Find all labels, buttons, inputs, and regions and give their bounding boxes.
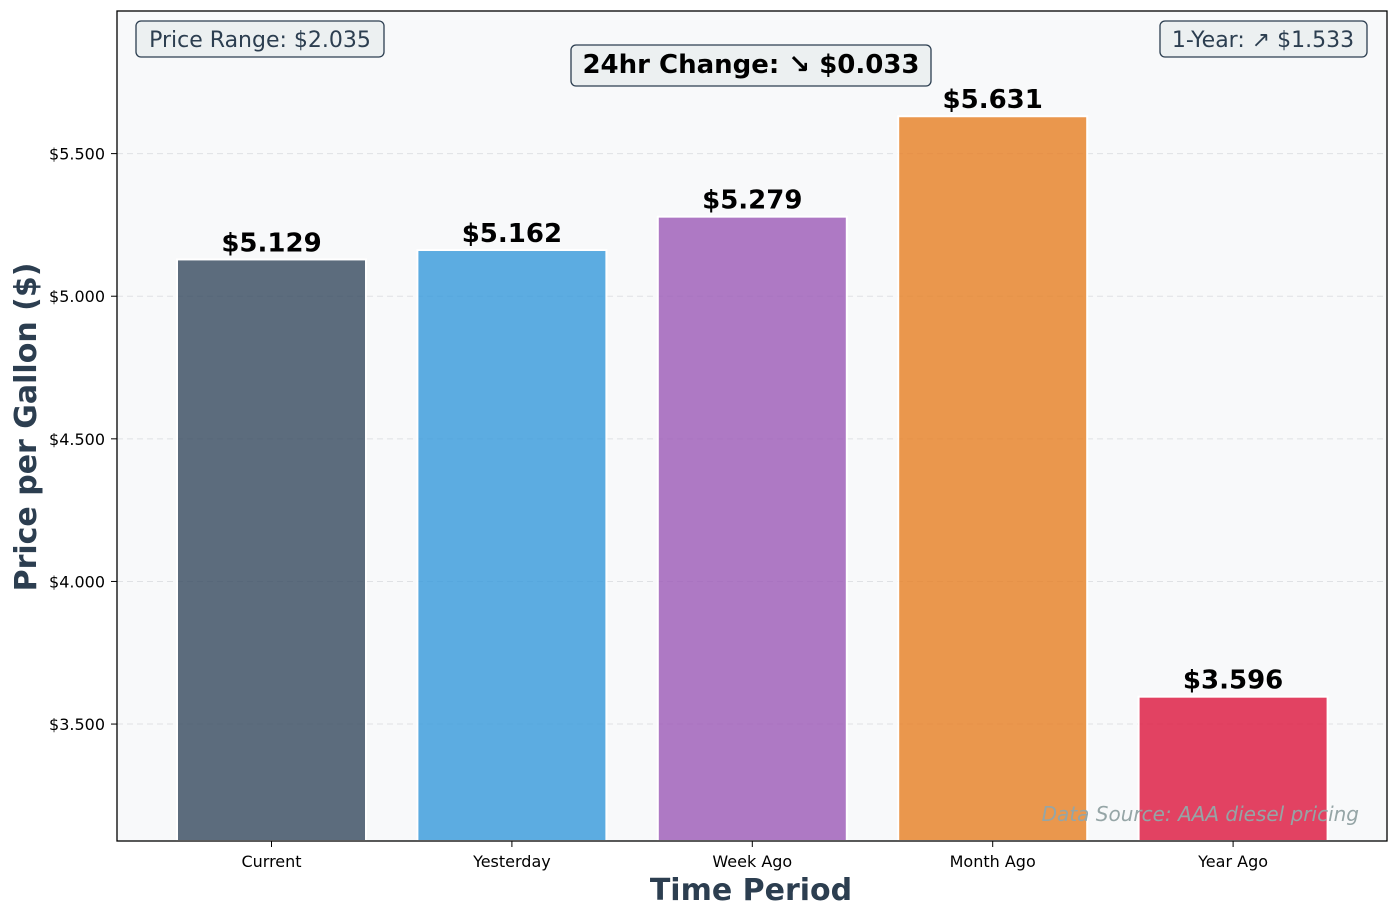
price-range-annotation: Price Range: $2.035: [135, 20, 385, 58]
bar-value-label: $5.129: [221, 228, 321, 258]
x-tick-label: Week Ago: [712, 852, 792, 871]
y-tick-label: $4.500: [49, 430, 105, 449]
daily-change-text: 24hr Change: ↘ $0.033: [582, 50, 919, 80]
y-tick-label: $5.000: [49, 287, 105, 306]
bar-year-ago: [1137, 695, 1329, 843]
bar-value-label: $5.279: [702, 186, 802, 216]
one-year-change-annotation: 1-Year: ↗ $1.533: [1159, 20, 1368, 58]
data-source-note: Data Source: AAA diesel pricing: [1042, 802, 1359, 826]
x-axis-title: Time Period: [650, 873, 852, 908]
bar-value-labels: $5.129 $5.162 $5.279 $5.631 $3.596: [221, 85, 1283, 695]
x-tick-label: Current: [241, 852, 301, 871]
y-tick-label: $4.000: [49, 572, 105, 591]
bar-yesterday: [416, 249, 608, 842]
bar-week-ago: [656, 215, 848, 842]
bar-month-ago: [897, 115, 1089, 842]
bar-value-label: $3.596: [1183, 666, 1283, 696]
x-tick-label: Yesterday: [472, 852, 551, 871]
x-axis-ticks: Current Yesterday Week Ago Month Ago Year Ag…: [241, 841, 1268, 871]
y-tick-label: $3.500: [49, 715, 105, 734]
x-tick-label: Year Ago: [1197, 852, 1268, 871]
bar-current: [176, 258, 367, 842]
bar-value-label: $5.631: [943, 85, 1043, 115]
one-year-change-text: 1-Year: ↗ $1.533: [1172, 28, 1354, 53]
daily-change-annotation: 24hr Change: ↘ $0.033: [570, 44, 932, 87]
y-tick-label: $5.500: [49, 145, 105, 164]
x-tick-label: Month Ago: [950, 852, 1036, 871]
y-axis-ticks: $3.500 $4.000 $4.500 $5.000 $5.500: [49, 145, 117, 734]
bars: [176, 115, 1329, 843]
y-axis-title: Price per Gallon ($): [9, 263, 44, 592]
price-range-text: Price Range: $2.035: [149, 28, 371, 53]
bar-value-label: $5.162: [462, 219, 562, 249]
